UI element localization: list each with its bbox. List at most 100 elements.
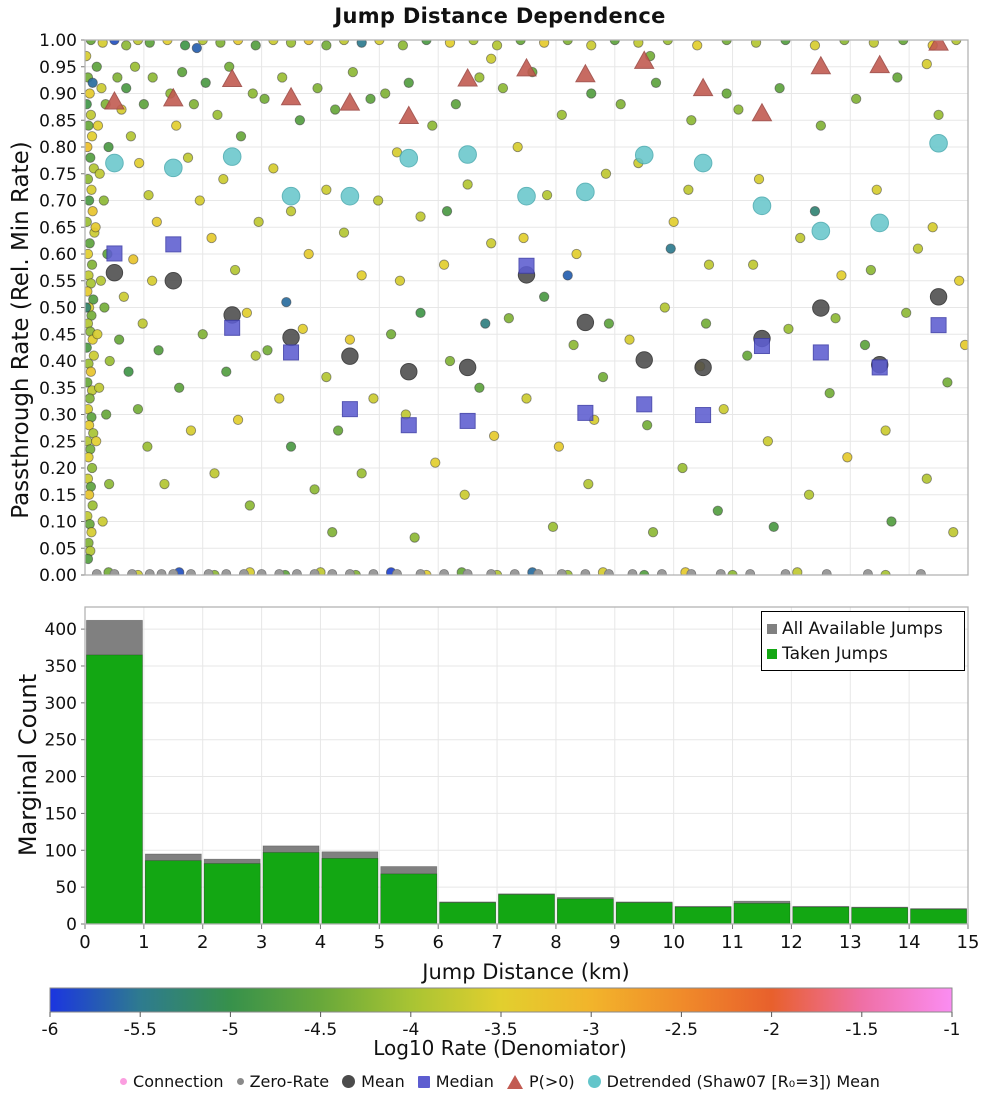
zero-rate-point xyxy=(221,569,232,575)
zero-rate-point xyxy=(556,569,567,575)
connection-point xyxy=(321,40,332,51)
colorbar-tick-label: -6 xyxy=(42,1020,59,1040)
connection-point xyxy=(468,40,479,46)
p-gt-0-marker xyxy=(104,91,125,110)
bar-taken-jumps xyxy=(556,898,614,925)
connection-point xyxy=(347,66,358,78)
connection-point xyxy=(659,302,670,313)
median-marker xyxy=(106,245,123,262)
connection-point xyxy=(85,99,92,110)
connection-point xyxy=(836,270,847,281)
median-marker xyxy=(753,338,770,355)
mean-marker xyxy=(164,272,183,290)
legend-entry-connection: Connection xyxy=(120,1072,224,1091)
marker-legend: Connection Zero-Rate Mean Median P(>0) D… xyxy=(0,1072,1000,1091)
connection-point xyxy=(665,243,676,254)
connection-point xyxy=(642,420,653,431)
connection-point xyxy=(830,313,841,324)
legend-label: Zero-Rate xyxy=(249,1072,330,1091)
p-gt-0-marker xyxy=(221,68,243,88)
connection-point xyxy=(85,420,95,431)
p-gt-0-marker xyxy=(339,92,361,111)
bar-taken-jumps xyxy=(910,908,967,925)
p-gt-0-marker xyxy=(398,105,420,124)
p-gt-0-marker xyxy=(633,50,655,69)
zero-rate-point xyxy=(186,569,196,575)
connection-point xyxy=(368,393,379,404)
connection-point xyxy=(586,88,597,99)
connection-point xyxy=(327,527,338,538)
connection-point xyxy=(503,313,514,324)
detrended-mean-marker xyxy=(105,153,124,173)
histogram-x-tick-label: 14 xyxy=(898,932,921,953)
detrended-mean-marker xyxy=(458,145,477,164)
scatter-y-tick-label: 0.85 xyxy=(39,111,77,131)
mean-marker xyxy=(929,288,948,306)
connection-point xyxy=(668,216,679,228)
scatter-y-tick-label: 0.70 xyxy=(39,192,77,212)
legend-label: Median xyxy=(435,1072,494,1091)
bar-taken-jumps xyxy=(262,852,320,925)
connection-point xyxy=(194,195,205,206)
connection-point xyxy=(815,120,826,131)
histogram-y-axis-label: Marginal Count xyxy=(14,673,42,857)
connection-point xyxy=(865,264,877,276)
connection-point xyxy=(87,77,98,88)
connection-point xyxy=(185,425,197,436)
connection-point xyxy=(99,302,110,313)
detrended-mean-circle-icon xyxy=(587,1075,601,1088)
connection-point xyxy=(380,88,391,99)
connection-point xyxy=(403,77,414,88)
connection-point xyxy=(842,452,853,463)
histogram-y-tick-label: 50 xyxy=(55,878,77,898)
median-marker xyxy=(165,236,182,253)
connection-point xyxy=(721,40,732,46)
scatter-y-tick-label: 0.10 xyxy=(39,513,77,533)
connection-point xyxy=(374,40,385,46)
scatter-y-tick-label: 0.35 xyxy=(39,379,77,399)
connection-point xyxy=(285,441,297,452)
connection-point xyxy=(330,104,341,115)
mean-marker xyxy=(694,358,712,377)
connection-point xyxy=(85,393,95,404)
mean-circle-icon xyxy=(342,1075,356,1088)
detrended-mean-marker xyxy=(399,148,419,168)
connection-point xyxy=(474,72,485,83)
median-marker xyxy=(871,359,888,376)
bar-taken-jumps xyxy=(203,863,261,925)
histogram-y-tick-label: 350 xyxy=(45,657,77,677)
connection-point xyxy=(85,302,92,313)
connection-point xyxy=(356,40,367,48)
connection-point xyxy=(85,342,92,353)
connection-point xyxy=(742,350,753,361)
connection-point xyxy=(123,366,134,377)
connection-point xyxy=(586,40,597,51)
scatter-frame xyxy=(84,39,969,576)
bar-taken-jumps xyxy=(86,654,143,925)
legend-entry-taken-jumps: Taken Jumps xyxy=(767,641,958,666)
connection-point xyxy=(795,232,806,244)
connection-point xyxy=(125,131,137,142)
connection-point xyxy=(241,307,253,318)
median-marker xyxy=(812,344,829,361)
p-gt-0-marker xyxy=(928,40,949,51)
connection-point xyxy=(562,270,573,281)
connection-point xyxy=(85,553,94,565)
histogram-x-tick-label: 5 xyxy=(374,932,385,953)
legend-label: Detrended (Shaw07 [R₀=3]) Mean xyxy=(606,1072,880,1091)
connection-point xyxy=(244,500,255,511)
connection-point xyxy=(188,99,200,110)
connection-point xyxy=(954,275,965,286)
connection-point xyxy=(85,452,94,463)
legend-entry-detrended-mean: Detrended (Shaw07 [R₀=3]) Mean xyxy=(587,1072,880,1091)
connection-point xyxy=(462,179,473,190)
connection-point xyxy=(933,109,944,121)
histogram-x-tick-label: 2 xyxy=(197,932,208,953)
scatter-statistics xyxy=(104,40,949,434)
histogram-x-tick-label: 1 xyxy=(138,932,149,953)
connection-point xyxy=(539,40,550,48)
connection-point xyxy=(438,259,450,270)
connection-point xyxy=(153,345,164,356)
connection-point xyxy=(780,40,791,46)
connection-point xyxy=(491,40,503,51)
